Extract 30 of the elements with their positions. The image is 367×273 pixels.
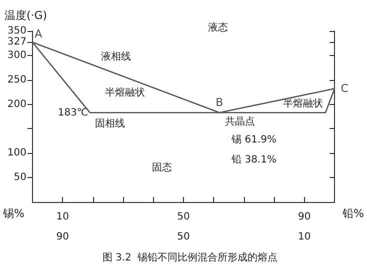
annotation: 半熔融状 (283, 98, 323, 110)
y-tick-label: 300 (7, 50, 26, 61)
x2-tick-label: 90 (56, 232, 70, 242)
x-tick-label: 90 (298, 212, 311, 222)
annotation: 183℃ (58, 108, 88, 118)
y-tick-label: 250 (7, 74, 26, 86)
annotation: 铅 38.1% (230, 154, 276, 166)
y-tick-label: 100 (7, 148, 26, 159)
x2-axis-title: 铅% (342, 207, 364, 220)
annotation: C (340, 82, 349, 96)
annotation: B (216, 96, 224, 110)
annotation: 液相线 (101, 50, 131, 62)
caption: 图 3.2 锡铅不同比例混合所形成的熔点 (102, 252, 278, 264)
x-tick-label: 10 (56, 212, 70, 222)
annotation: 锡 61.9% (230, 134, 276, 146)
x-axis-title: 锡% (2, 207, 24, 220)
y-tick-label: 50 (14, 172, 26, 184)
x-tick-label: 50 (177, 212, 190, 222)
annotation: A (34, 28, 43, 41)
y-tick-label: 327 (7, 36, 26, 48)
x2-tick-label: 10 (298, 232, 311, 242)
annotation: 半熔融状 (105, 86, 145, 98)
annotation: 固态 (152, 162, 172, 174)
y-tick-label: 200 (7, 98, 26, 110)
annotation: 固相线 (95, 118, 125, 130)
y-tick-label: 350 (7, 26, 26, 36)
y-axis-title: 温度(·G) (4, 9, 48, 22)
x2-tick-label: 50 (177, 232, 190, 242)
annotation: 共晶点 (225, 116, 255, 128)
annotation: 液态 (208, 22, 228, 34)
